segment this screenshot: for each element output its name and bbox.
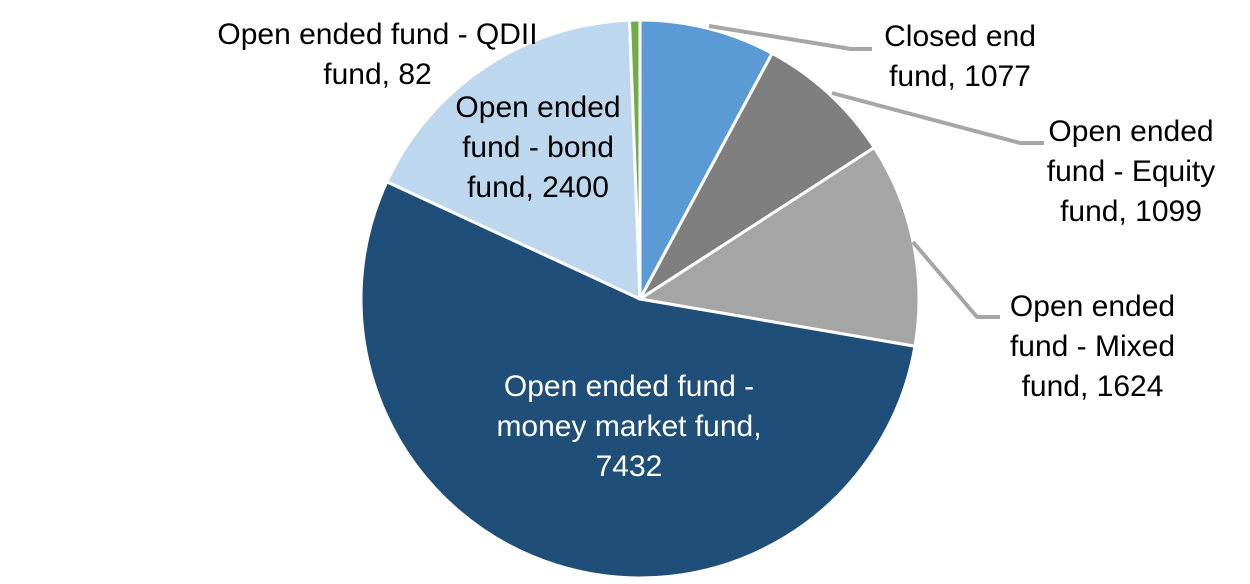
data-label-open-ended-bond-fund: Open ended fund - bond fund, 2400 (435, 88, 641, 208)
data-label-line: fund - Equity (1046, 155, 1216, 188)
pie-slice-open-ended-bond-fund (385, 18, 642, 301)
pie-slice-open-ended-equity-fund (638, 51, 876, 301)
data-label-line: Open ended fund - (503, 370, 755, 403)
pie-slice-closed-end-fund (638, 18, 774, 301)
data-label-open-ended-money-market-fund: Open ended fund - money market fund, 743… (463, 367, 795, 487)
data-label-line: Closed end (884, 20, 1036, 53)
data-label-closed-end-fund: Closed end fund, 1077 (845, 17, 1075, 97)
data-label-line: fund, 1624 (1021, 370, 1164, 403)
leader-line-open-ended-mixed-fund (911, 240, 1000, 319)
pie-slice-open-ended-money-market-fund (359, 180, 917, 580)
data-label-open-ended-mixed-fund: Open ended fund - Mixed fund, 1624 (975, 287, 1210, 407)
data-label-line: Open ended fund - QDII (217, 18, 538, 51)
data-label-line: fund - bond (462, 131, 614, 164)
leader-lines-group (708, 24, 1044, 319)
data-label-open-ended-qdii-fund: Open ended fund - QDII fund, 82 (195, 15, 560, 95)
data-label-line: fund, 1099 (1060, 195, 1202, 228)
data-label-line: money market fund, (496, 410, 762, 443)
data-label-line: fund - Mixed (1009, 330, 1176, 363)
data-label-line: fund, 2400 (467, 171, 609, 204)
data-label-line: Open ended (455, 91, 621, 124)
leader-line-closed-end-fund (708, 24, 872, 51)
data-label-line: Open ended (1048, 115, 1214, 148)
data-label-line: Open ended (1009, 290, 1176, 323)
pie-slices-group (359, 18, 921, 580)
data-label-open-ended-equity-fund: Open ended fund - Equity fund, 1099 (1012, 112, 1250, 232)
data-label-line: fund, 1077 (889, 60, 1031, 93)
data-label-line: 7432 (595, 450, 663, 483)
pie-slice-open-ended-qdii-fund (628, 18, 642, 301)
data-label-line: fund, 82 (323, 58, 432, 91)
leader-line-open-ended-equity-fund (831, 91, 1044, 145)
